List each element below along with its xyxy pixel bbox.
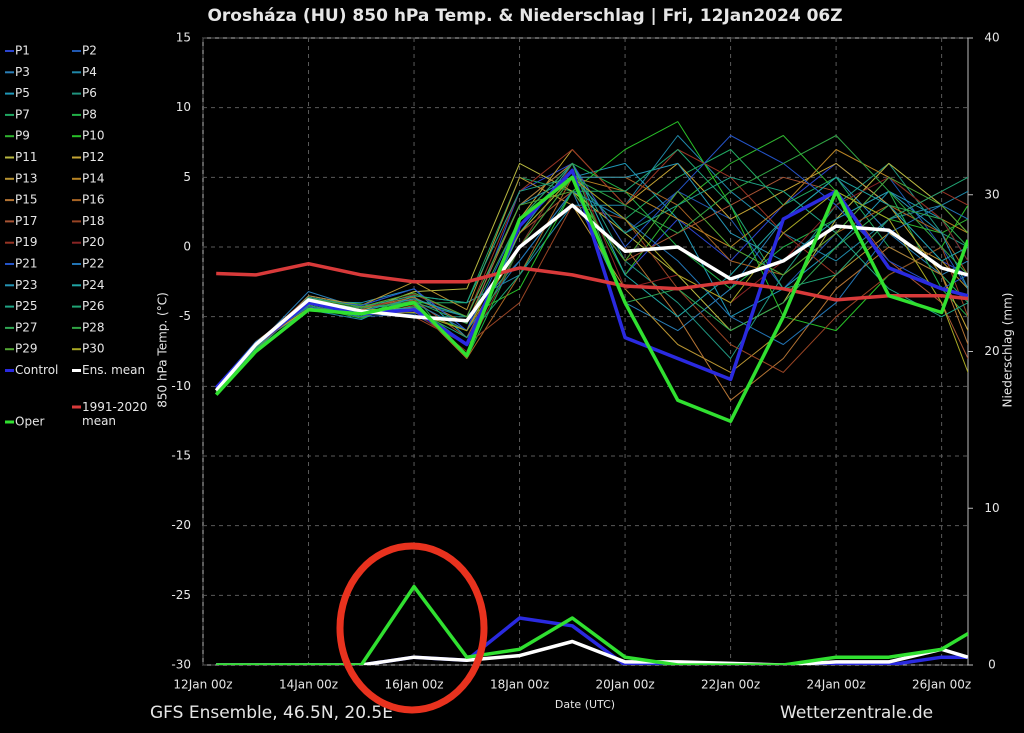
legend-label: Control — [15, 363, 58, 377]
y-tick-label: -20 — [171, 518, 191, 532]
series-lines — [214, 121, 968, 665]
chart-title: Orosháza (HU) 850 hPa Temp. & Niederschl… — [207, 6, 842, 26]
annotation-circle — [336, 542, 488, 714]
legend-label: P10 — [82, 129, 105, 143]
x-tick-label: 22Jan 00z — [701, 678, 760, 692]
footer-right: Wetterzentrale.de — [780, 703, 933, 723]
temperature-line — [215, 176, 968, 394]
precip-line — [216, 584, 968, 665]
legend-label: P11 — [15, 150, 38, 164]
legend-label: P29 — [15, 342, 38, 356]
legend-label: P15 — [15, 193, 38, 207]
y-tick-label: 0 — [183, 240, 191, 254]
y-axis-label: 850 hPa Temp. (°C) — [156, 292, 170, 408]
x-tick-label: 16Jan 00z — [384, 678, 443, 692]
grid — [202, 37, 968, 666]
legend-label: P19 — [15, 235, 38, 249]
x-tick-label: 26Jan 00z — [912, 678, 971, 692]
temperature-line — [215, 176, 968, 394]
legend-label: Ens. mean — [82, 363, 145, 377]
legend-label: P24 — [82, 278, 105, 292]
precip-line — [216, 639, 968, 665]
legend-label: P23 — [15, 278, 38, 292]
x-tick-label: 12Jan 00z — [173, 678, 232, 692]
legend-label: 1991-2020 mean — [82, 400, 147, 428]
legend-label: P17 — [15, 214, 38, 228]
legend-label: P5 — [15, 86, 30, 100]
legend-label: P13 — [15, 171, 38, 185]
x-axis-label: Date (UTC) — [555, 698, 615, 711]
y-tick-label: -15 — [171, 449, 191, 463]
temperature-line — [214, 203, 968, 392]
x-tick-label: 24Jan 00z — [807, 678, 866, 692]
legend-label: P4 — [82, 65, 97, 79]
x-tick-label: 18Jan 00z — [490, 678, 549, 692]
legend-label: P14 — [82, 171, 105, 185]
legend-label: P6 — [82, 86, 97, 100]
legend-label: P20 — [82, 235, 105, 249]
y-tick-label: -5 — [179, 309, 191, 323]
precip-line — [216, 616, 968, 665]
footer-left: GFS Ensemble, 46.5N, 20.5E — [150, 703, 393, 723]
y2-axis-label: Niederschlag (mm) — [1001, 293, 1015, 408]
legend-label: Oper — [15, 415, 44, 429]
y-tick-label: -30 — [171, 658, 191, 672]
legend-label: P8 — [82, 107, 97, 121]
legend-label: P9 — [15, 129, 30, 143]
y-tick-label: 10 — [176, 100, 191, 114]
legend-label: P26 — [82, 299, 105, 313]
y-tick-label: 15 — [176, 31, 191, 45]
y-tick-label: -25 — [171, 588, 191, 602]
y-tick-label: 5 — [183, 170, 191, 184]
legend-label: P16 — [82, 193, 105, 207]
legend-label: P21 — [15, 257, 38, 271]
y2-tick-label: 40 — [984, 31, 999, 45]
temperature-line — [214, 175, 968, 423]
legend-label: P27 — [15, 320, 38, 334]
legend-label: P2 — [82, 44, 97, 58]
y2-tick-label: 30 — [984, 187, 999, 201]
y2-tick-label: 20 — [984, 344, 999, 358]
legend-label: P25 — [15, 299, 38, 313]
y2-tick-label: 0 — [988, 658, 996, 672]
legend-label: P22 — [82, 257, 105, 271]
legend-label: P3 — [15, 65, 30, 79]
y2-tick-label: 10 — [984, 501, 999, 515]
legend-label: P18 — [82, 214, 105, 228]
legend-label: P28 — [82, 320, 105, 334]
x-tick-label: 14Jan 00z — [279, 678, 338, 692]
x-tick-label: 20Jan 00z — [595, 678, 654, 692]
temperature-line — [216, 261, 968, 302]
legend-label: P12 — [82, 150, 105, 164]
legend-label: P1 — [15, 44, 30, 58]
legend-label: P30 — [82, 342, 105, 356]
y-tick-label: -10 — [171, 379, 191, 393]
plot-area — [202, 37, 969, 666]
legend-label: P7 — [15, 107, 30, 121]
